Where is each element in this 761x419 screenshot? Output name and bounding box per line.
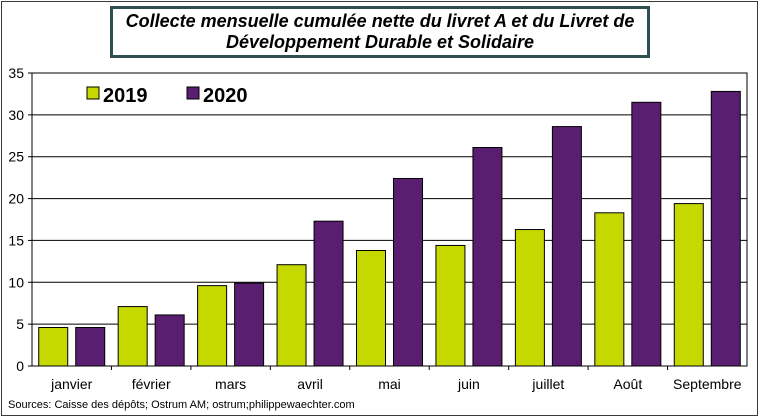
bar-2020-mai bbox=[393, 177, 423, 367]
bar-2019-avril bbox=[276, 264, 307, 367]
y-tick-label: 20 bbox=[8, 191, 24, 207]
y-tick-label: 0 bbox=[16, 358, 24, 374]
bar-2020-mars bbox=[234, 282, 265, 367]
bar-2020-février bbox=[154, 314, 185, 367]
x-tick-label: juillet bbox=[531, 376, 564, 392]
y-tick-label: 30 bbox=[8, 107, 24, 123]
bar-2019-Août bbox=[594, 212, 625, 367]
legend-swatch-2019 bbox=[86, 86, 100, 100]
y-tick-label: 15 bbox=[8, 232, 24, 248]
bar-2020-avril bbox=[313, 220, 344, 367]
x-tick-label: Août bbox=[613, 376, 642, 392]
legend-label-2019: 2019 bbox=[103, 85, 148, 107]
x-tick-label: février bbox=[132, 376, 171, 392]
bar-2019-janvier bbox=[38, 326, 69, 367]
bar-2019-mars bbox=[197, 285, 228, 367]
bars bbox=[38, 90, 741, 367]
chart-title: Collecte mensuelle cumulée nette du livr… bbox=[110, 6, 650, 58]
bar-2019-février bbox=[117, 306, 148, 367]
bar-2020-juillet bbox=[551, 126, 582, 367]
axes: 0 5 10 15 20 25 30 35 janvier février mars avril mai… bbox=[8, 65, 747, 392]
x-tick-label: mars bbox=[215, 376, 246, 392]
bar-2020-Août bbox=[631, 101, 662, 367]
bar-2020-janvier bbox=[75, 326, 106, 367]
y-tick-label: 5 bbox=[16, 316, 24, 332]
bar-2019-juin bbox=[435, 244, 466, 367]
legend-label-2020: 2020 bbox=[203, 85, 248, 107]
chart-title-line-1: Collecte mensuelle cumulée nette du livr… bbox=[125, 11, 635, 31]
y-tick-label: 35 bbox=[8, 65, 24, 81]
x-tick-label: juin bbox=[457, 376, 480, 392]
x-tick-label: janvier bbox=[50, 376, 93, 392]
bar-2020-Septembre bbox=[710, 90, 741, 367]
x-tick-label: avril bbox=[297, 376, 323, 392]
x-tick-label: Septembre bbox=[673, 376, 742, 392]
bar-2019-mai bbox=[356, 249, 386, 367]
chart-title-line-2: Développement Durable et Solidaire bbox=[225, 32, 535, 52]
legend-swatch-2020 bbox=[186, 86, 200, 100]
source-note: Sources: Caisse des dépôts; Ostrum AM; o… bbox=[8, 399, 355, 411]
bar-2020-juin bbox=[472, 147, 503, 367]
bar-2019-Septembre bbox=[673, 203, 704, 367]
y-tick-label: 25 bbox=[8, 149, 24, 165]
y-tick-label: 10 bbox=[8, 274, 24, 290]
x-tick-label: mai bbox=[378, 376, 401, 392]
legend: 2019 2020 bbox=[86, 85, 248, 107]
bar-2019-juillet bbox=[514, 229, 545, 367]
